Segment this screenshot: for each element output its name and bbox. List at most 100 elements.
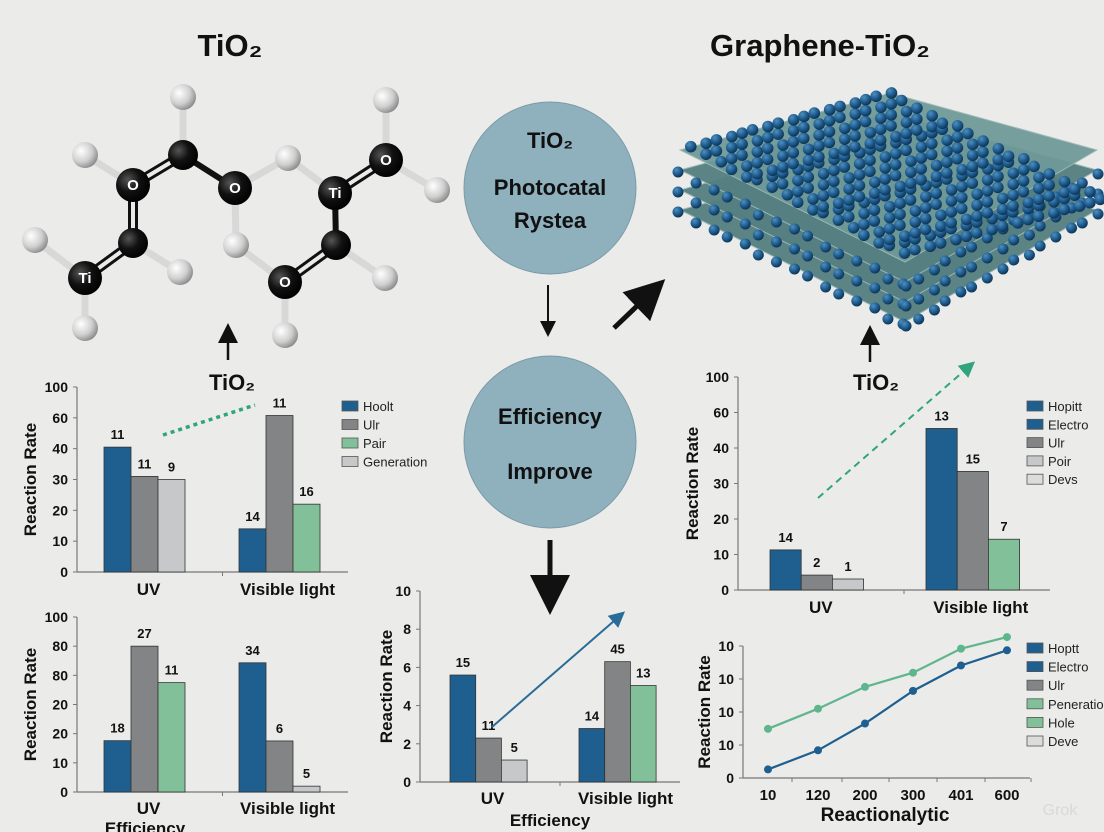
bar-data-label: 14 [245,509,260,524]
tio2-particle [1033,171,1045,184]
hydrogen-atom [72,142,98,168]
tio2-particle [986,223,998,236]
hydrogen-atom [272,322,298,348]
legend-item: Poir [1026,454,1072,469]
tio2-particle [851,275,863,287]
watermark-logo: Grok [1043,802,1079,819]
tio2-particle [950,233,962,246]
tio2-particle [889,169,902,182]
tio2-particle [798,121,810,134]
tio2-particle [813,140,825,152]
bar [832,578,865,591]
bar [265,415,294,573]
bar-data-label: 5 [511,740,518,755]
tio2-particle [992,170,1004,183]
legend-label: Electro [1048,660,1088,675]
tio2-particle [828,164,840,177]
bar [103,740,132,793]
legend-item: Hoolt [341,399,394,414]
tio2-particle [761,142,774,155]
y-tick-label: 20 [52,697,68,713]
y-tick-label: 10 [52,755,68,771]
tio2-particle [690,217,702,229]
tio2-particle [868,215,881,227]
tio2-particle [808,107,821,119]
tio2-particle [868,187,881,199]
tio2-particle [960,213,973,226]
legend-swatch [1026,642,1044,654]
tio2-particle [1034,220,1046,232]
tio2-particle [849,119,861,131]
data-point [1003,633,1011,642]
y-tick-label: 0 [60,784,68,800]
tio2-particle [1092,168,1104,180]
y-tick-label: 100 [45,379,69,395]
bar-data-label: 11 [111,427,125,442]
legend-label: Pair [363,436,387,451]
y-tick-label: 60 [52,410,68,426]
trend-arrow [817,361,976,499]
tio2-particle [849,130,861,142]
bar-data-label: 11 [482,718,496,733]
circle1-line1: TiO₂ [527,128,573,153]
tio2-particle [966,261,978,273]
tio2-particle [889,147,902,160]
tio2-particle [894,208,906,221]
tio2-particle [813,118,826,130]
tio2-particle [966,241,978,253]
legend-swatch [1026,661,1044,672]
tio2-particle [851,255,863,267]
tio2-particle [960,230,973,243]
tio2-particle [802,270,814,282]
carbon-atom [168,140,198,170]
tio2-particle [883,233,896,246]
tio2-particle [741,160,753,172]
legend-swatch [1026,473,1044,485]
tio2-particle [1092,208,1104,220]
tio2-particle [1058,175,1071,188]
tio2-particle [833,248,845,260]
legend-swatch [1026,455,1044,467]
tio2-particle [1032,210,1045,222]
tio2-particle [956,163,968,176]
data-point [764,724,772,733]
tio2-particle [797,132,810,145]
tio2-particle [955,191,968,204]
y-tick-label: 0 [403,774,411,790]
tio2-particle [864,165,876,178]
tio2-particle [904,194,917,206]
tio2-particle [915,162,928,175]
tio2-particle [690,197,702,209]
atom [116,168,150,202]
tio2-particle [875,101,887,114]
legend-label: Poir [1048,454,1072,469]
tio2-particle [1058,186,1071,199]
y-tick-label: 20 [713,511,729,527]
tio2-particle [820,261,832,273]
trend-arrow [491,611,626,728]
tio2-particle [843,172,856,184]
tio2-particle [847,221,860,234]
atom [68,261,102,295]
tio2-particle [864,126,877,139]
tio2-particle [962,127,974,140]
y-tick-label: 6 [403,659,411,675]
tio2-particle [1007,189,1019,201]
bar-data-label: 6 [276,721,283,736]
tio2-particle [997,263,1009,275]
tio2-particle [833,288,845,300]
bar-data-label: 13 [934,408,948,423]
tio2-particle [900,300,912,312]
y-axis-label: Reaction Rate [21,648,40,761]
tio2-particle [721,211,733,223]
tio2-particle [971,210,983,222]
tio2-particle [1073,200,1086,212]
tio2-particle [832,197,845,210]
x-axis-label: Efficiency [105,819,186,832]
title-tio2: TiO₂ [198,28,263,63]
tio2-particle [1047,206,1060,219]
tio2-particle [925,137,938,150]
y-tick-label: 100 [706,369,730,385]
legend-item: Generation [341,455,427,470]
